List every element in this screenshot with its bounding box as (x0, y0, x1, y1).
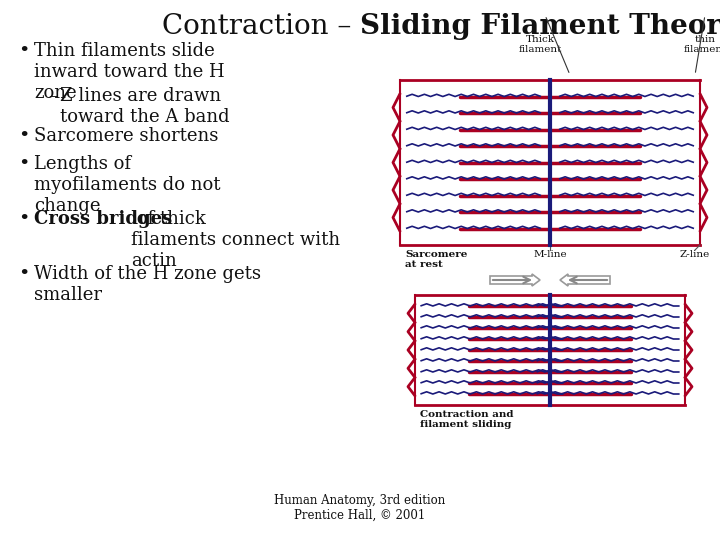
Text: Contraction –: Contraction – (162, 13, 360, 40)
Text: •: • (18, 127, 30, 145)
Text: •: • (18, 210, 30, 228)
Text: Contraction and
filament sliding: Contraction and filament sliding (420, 410, 513, 429)
FancyArrow shape (490, 274, 540, 286)
Text: Width of the H zone gets
smaller: Width of the H zone gets smaller (34, 265, 261, 304)
Text: Thin filaments slide
inward toward the H
zone: Thin filaments slide inward toward the H… (34, 42, 225, 102)
Text: Z lines are drawn
toward the A band: Z lines are drawn toward the A band (60, 87, 230, 126)
Text: •: • (18, 265, 30, 283)
Text: M-line: M-line (534, 250, 567, 259)
Text: –: – (48, 87, 57, 105)
Text: Sarcomere
at rest: Sarcomere at rest (405, 250, 467, 269)
Text: •: • (18, 42, 30, 60)
Text: Z-line: Z-line (680, 250, 710, 259)
Text: Human Anatomy, 3rd edition
Prentice Hall, © 2001: Human Anatomy, 3rd edition Prentice Hall… (274, 494, 446, 522)
FancyArrow shape (560, 274, 610, 286)
Text: of thick
filaments connect with
actin: of thick filaments connect with actin (131, 210, 340, 269)
Text: Sliding Filament Theory: Sliding Filament Theory (360, 13, 720, 40)
Text: Sarcomere shortens: Sarcomere shortens (34, 127, 218, 145)
Text: •: • (18, 155, 30, 173)
Text: Thick
filament: Thick filament (518, 35, 562, 55)
Text: thin
filament: thin filament (683, 35, 720, 55)
Text: Cross bridges: Cross bridges (34, 210, 172, 228)
Text: Lengths of
myofilaments do not
change: Lengths of myofilaments do not change (34, 155, 220, 214)
